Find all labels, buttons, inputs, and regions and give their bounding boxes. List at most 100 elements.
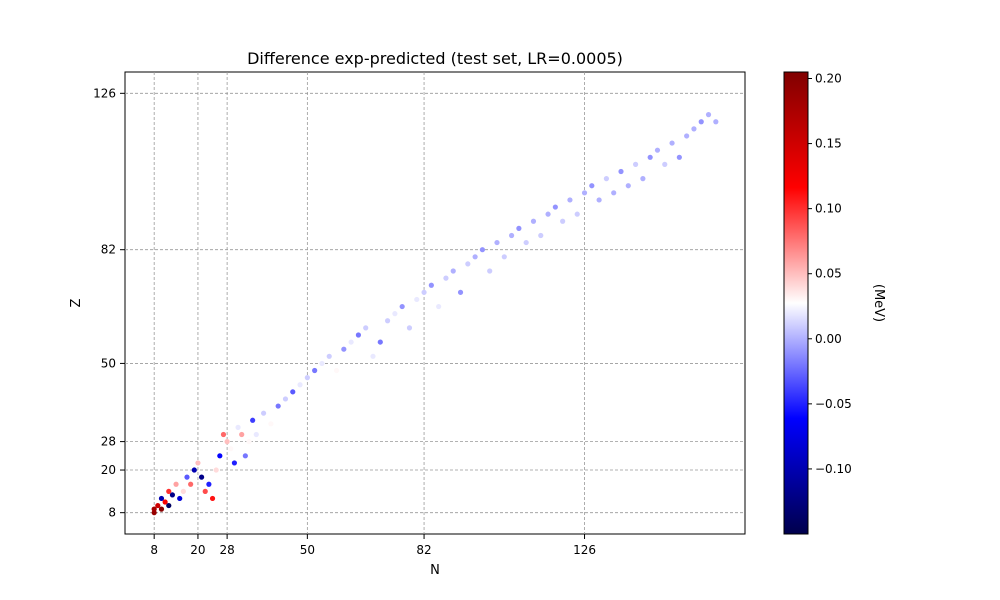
data-point	[384, 318, 391, 324]
data-point	[501, 254, 507, 260]
data-point	[370, 353, 376, 359]
data-point	[698, 119, 704, 125]
data-point	[268, 421, 274, 427]
data-point	[414, 296, 420, 303]
plot-area: 8 20 28 50 82 126 8 20 28 50 82 126	[93, 71, 746, 557]
data-point	[516, 225, 522, 231]
colorbar-tick-label: 0.20	[815, 72, 842, 86]
y-tick-label: 82	[101, 243, 116, 257]
data-point	[242, 453, 248, 459]
data-point	[647, 154, 653, 160]
data-point	[640, 176, 646, 182]
data-point	[508, 232, 515, 239]
data-point	[487, 268, 493, 274]
data-point	[669, 140, 675, 146]
data-point	[377, 339, 383, 345]
data-point	[282, 396, 289, 402]
data-point	[312, 367, 318, 374]
colorbar-gradient	[783, 71, 809, 535]
data-point	[253, 431, 259, 438]
data-point	[436, 303, 442, 310]
data-point	[618, 168, 624, 175]
chart-title: Difference exp-predicted (test set, LR=0…	[247, 49, 623, 68]
data-point	[326, 353, 332, 359]
data-point	[654, 147, 661, 153]
data-point	[523, 239, 529, 246]
data-point	[250, 417, 256, 423]
data-point	[195, 460, 201, 466]
data-point	[180, 488, 186, 494]
y-axis-label: Z	[69, 298, 84, 307]
data-point	[611, 190, 617, 196]
data-point	[662, 161, 668, 167]
colorbar-tick-label: 0.15	[815, 137, 842, 151]
data-point	[158, 495, 165, 502]
data-point	[399, 303, 405, 310]
data-point	[239, 431, 245, 438]
colorbar-tick-label: 0.00	[815, 332, 842, 346]
x-tick-label: 126	[573, 543, 596, 557]
data-point	[151, 510, 157, 516]
x-tick-label: 50	[300, 543, 315, 557]
data-point	[246, 439, 252, 445]
data-point	[228, 446, 234, 452]
y-axis-ticks: 8 20 28 50 82 126	[93, 86, 125, 520]
colorbar-tick-label: −0.10	[815, 462, 852, 476]
data-point	[231, 460, 238, 466]
data-point	[260, 410, 267, 416]
data-point	[552, 204, 558, 210]
data-point	[235, 424, 241, 430]
data-point	[202, 488, 208, 494]
data-point	[217, 453, 223, 459]
data-point	[574, 211, 580, 217]
data-point	[567, 197, 573, 203]
x-axis-ticks: 8 20 28 50 82 126	[150, 534, 596, 557]
data-point	[275, 403, 281, 409]
data-point	[691, 126, 697, 132]
data-point	[581, 190, 588, 196]
data-point	[684, 133, 690, 139]
data-point	[450, 268, 456, 274]
data-point	[209, 495, 216, 502]
data-point	[304, 375, 310, 381]
data-point	[494, 239, 500, 246]
data-point	[428, 282, 434, 288]
data-point	[589, 183, 595, 189]
data-point	[676, 154, 682, 160]
data-point	[421, 289, 427, 295]
data-point	[472, 254, 478, 260]
data-point	[290, 389, 296, 395]
colorbar-tick-label: 0.05	[815, 267, 842, 281]
data-point	[713, 119, 719, 125]
data-point	[191, 467, 197, 473]
colorbar-ticks: 0.20 0.15 0.10 0.05 0.00 −0.05 −0.10	[808, 72, 852, 476]
data-point	[705, 112, 712, 118]
data-point	[479, 247, 486, 253]
data-point	[545, 211, 551, 217]
data-point	[169, 492, 176, 498]
y-tick-label: 8	[108, 506, 116, 520]
data-point	[625, 183, 631, 189]
data-point	[603, 176, 610, 182]
data-point	[198, 474, 205, 480]
x-tick-label: 8	[150, 543, 158, 557]
colorbar-label: (MeV)	[871, 284, 886, 322]
data-point	[151, 506, 157, 512]
data-point	[392, 311, 398, 317]
colorbar: 0.20 0.15 0.10 0.05 0.00 −0.05 −0.10 (MeV)	[783, 71, 886, 535]
data-point	[632, 161, 639, 167]
colorbar-tick-label: 0.10	[815, 202, 842, 216]
data-points	[151, 112, 719, 516]
data-point	[188, 481, 194, 487]
x-tick-label: 82	[416, 543, 431, 557]
data-point	[333, 367, 340, 374]
plot-frame	[124, 71, 746, 535]
data-point	[355, 332, 362, 338]
y-tick-label: 50	[101, 356, 116, 370]
data-point	[177, 495, 183, 502]
data-point	[363, 325, 369, 331]
data-point	[406, 325, 413, 331]
data-point	[173, 481, 179, 487]
colorbar-tick-label: −0.05	[815, 397, 852, 411]
